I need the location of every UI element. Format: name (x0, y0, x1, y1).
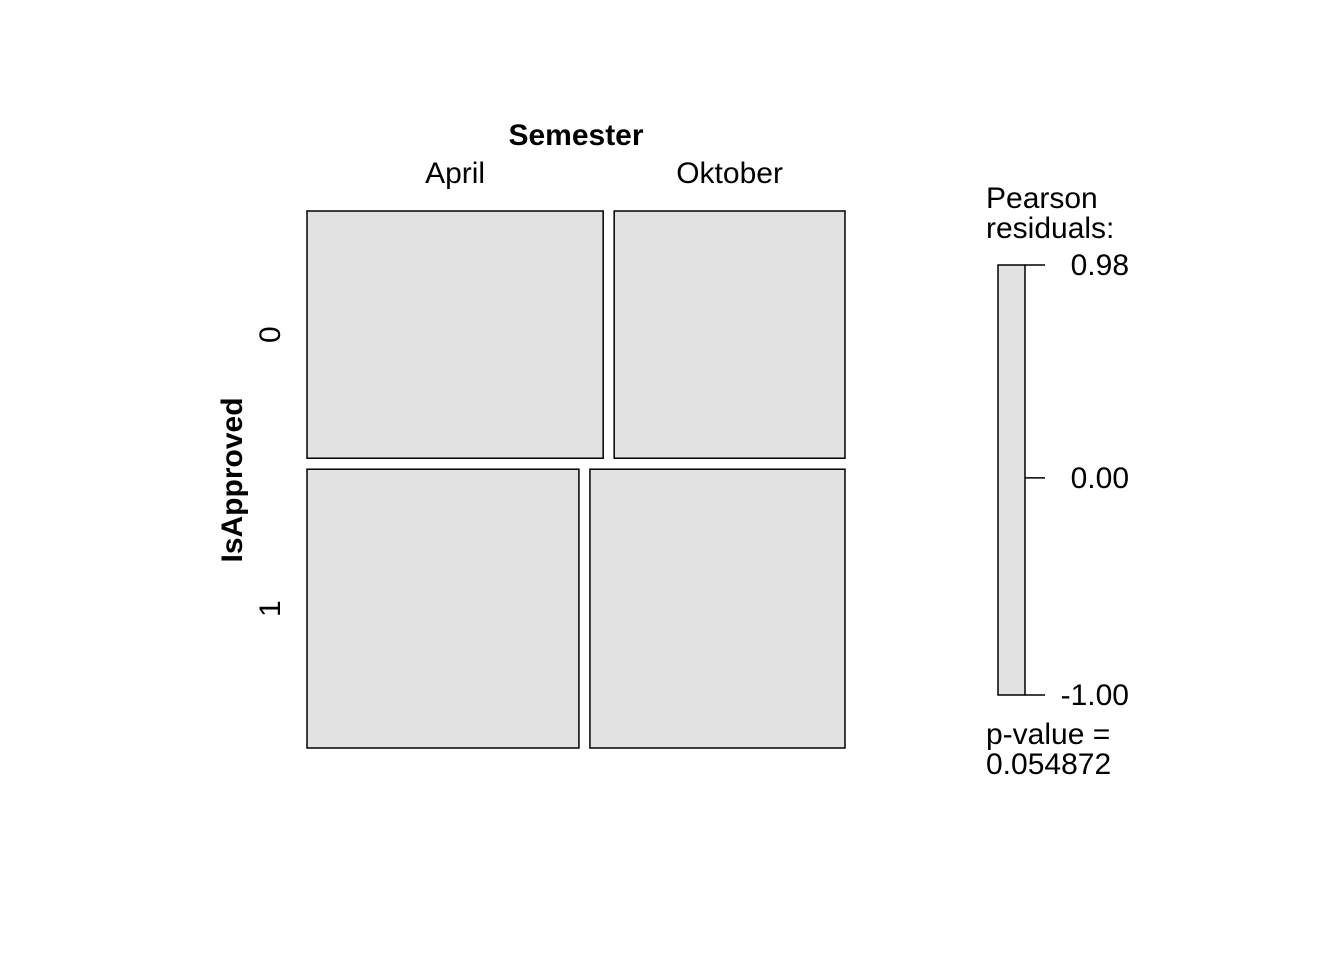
tile-0-april (306, 210, 604, 459)
legend-tick-label: 0.98 (1071, 249, 1129, 282)
x-variable-label: Semester (508, 119, 643, 152)
y-level-label-1: 1 (254, 600, 287, 617)
legend: Pearson residuals: 0.98 0.00 -1.00 p-value… (986, 182, 1129, 781)
legend-color-bar (997, 264, 1026, 696)
x-level-label-oktober: Oktober (676, 157, 783, 190)
x-level-label-april: April (425, 157, 485, 190)
legend-title-line1: Pearson (986, 182, 1098, 215)
p-value-line2: 0.054872 (986, 748, 1111, 781)
p-value-line1: p-value = (986, 718, 1110, 751)
tile-1-april (306, 468, 580, 749)
tile-0-oktober (613, 210, 846, 459)
legend-ticks: 0.98 0.00 -1.00 (1025, 249, 1129, 712)
tile-1-oktober (589, 468, 846, 749)
mosaic-tiles (306, 210, 846, 749)
y-variable-label: IsApproved (216, 397, 249, 562)
legend-title-line2: residuals: (986, 212, 1114, 245)
legend-tick-label: 0.00 (1071, 462, 1129, 495)
legend-tick-label: -1.00 (1061, 679, 1129, 712)
y-level-label-0: 0 (254, 326, 287, 343)
